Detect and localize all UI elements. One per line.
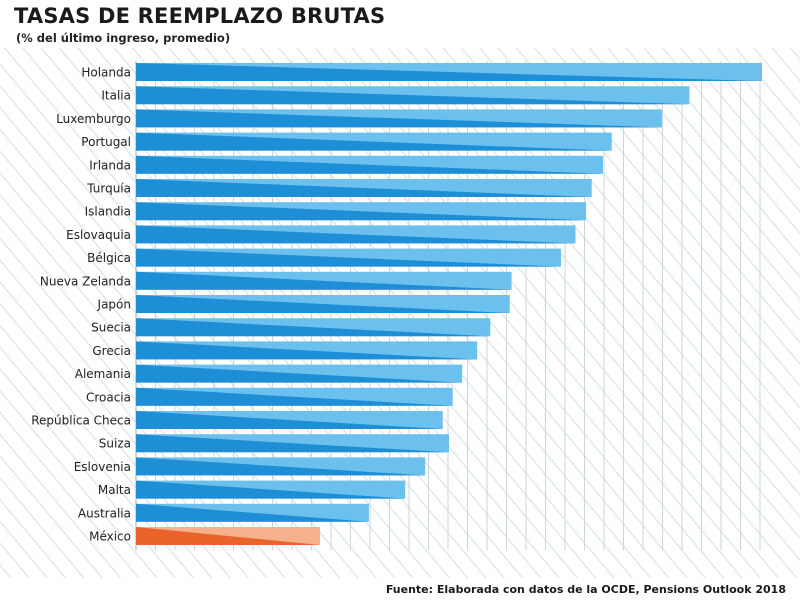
bar xyxy=(136,109,662,128)
bar xyxy=(136,132,612,151)
bar xyxy=(136,179,592,197)
bar-shade xyxy=(136,364,463,383)
bar xyxy=(136,318,491,337)
bar-shade xyxy=(136,155,603,174)
category-labels: Holanda Italia Luxemburgo Portugal Irlanda Tu… xyxy=(31,66,131,544)
category-label: Islandia xyxy=(85,205,131,219)
category-label: Croacia xyxy=(86,390,131,404)
chart-subtitle: (% del último ingreso, promedio) xyxy=(16,31,231,45)
bar-shade xyxy=(136,63,762,81)
bar xyxy=(136,457,426,476)
category-label: Malta xyxy=(98,483,131,497)
bar xyxy=(136,271,512,290)
bar xyxy=(136,411,443,429)
bar xyxy=(136,248,562,267)
category-label: México xyxy=(89,530,131,544)
bar xyxy=(136,202,587,221)
bar-shade xyxy=(136,480,406,499)
bar-shade xyxy=(136,527,321,545)
bar-shade xyxy=(136,132,612,151)
category-label: Suecia xyxy=(91,321,131,335)
category-label: Eslovenia xyxy=(74,460,131,474)
bar-shade xyxy=(136,434,449,453)
bar-shade xyxy=(136,457,426,476)
bar xyxy=(136,341,478,360)
bar xyxy=(136,63,762,81)
bar-shade xyxy=(136,109,662,128)
bar-shade xyxy=(136,248,562,267)
category-label: Australia xyxy=(78,506,131,520)
category-label: Turquía xyxy=(86,182,131,196)
bar-shade xyxy=(136,341,478,360)
category-label: Irlanda xyxy=(89,158,131,172)
bar xyxy=(136,86,690,105)
bar-shade xyxy=(136,179,592,197)
category-label: Alemania xyxy=(75,367,131,381)
bar xyxy=(136,434,449,453)
bar-shade xyxy=(136,503,369,522)
bar-shade xyxy=(136,318,491,337)
category-label: Eslovaquia xyxy=(66,228,131,242)
category-label: República Checa xyxy=(31,414,131,428)
bar xyxy=(136,225,576,244)
bar-shade xyxy=(136,271,512,290)
category-label: Suiza xyxy=(99,437,131,451)
bars xyxy=(136,63,762,545)
bar xyxy=(136,387,453,406)
bar-shade xyxy=(136,411,443,429)
category-label: Portugal xyxy=(81,135,131,149)
chart-title: TASAS DE REEMPLAZO BRUTAS xyxy=(14,4,386,28)
category-label: Japón xyxy=(97,298,131,312)
category-label: Nueva Zelanda xyxy=(40,274,131,288)
bar xyxy=(136,503,369,522)
bar xyxy=(136,364,463,383)
bar-shade xyxy=(136,86,690,105)
chart-source: Fuente: Elaborada con datos de la OCDE, … xyxy=(385,583,786,596)
category-label: Holanda xyxy=(81,66,131,80)
bar-highlight xyxy=(136,527,321,545)
bar-shade xyxy=(136,387,453,406)
chart: Holanda Italia Luxemburgo Portugal Irlanda Tu… xyxy=(0,48,800,578)
category-label: Grecia xyxy=(92,344,131,358)
bar xyxy=(136,295,510,313)
bar xyxy=(136,155,603,174)
category-label: Bélgica xyxy=(87,251,131,265)
bar-shade xyxy=(136,225,576,244)
category-label: Luxemburgo xyxy=(56,112,131,126)
bar-shade xyxy=(136,202,587,221)
bar-shade xyxy=(136,295,510,313)
bar xyxy=(136,480,406,499)
category-label: Italia xyxy=(101,89,131,103)
